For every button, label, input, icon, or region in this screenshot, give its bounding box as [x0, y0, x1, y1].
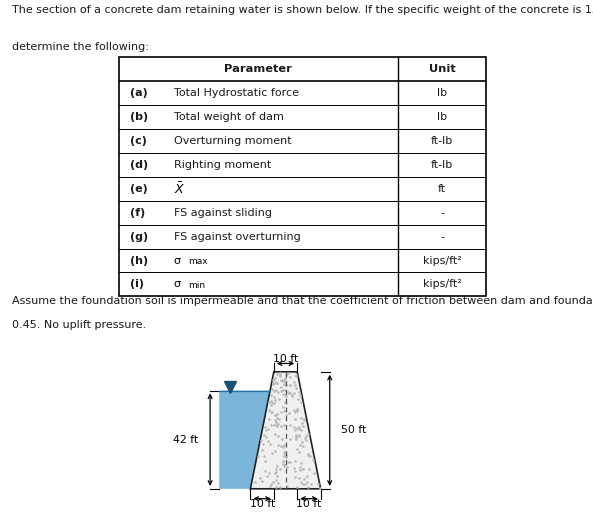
Text: (i): (i) — [130, 279, 144, 290]
Text: determine the following:: determine the following: — [12, 42, 149, 53]
Text: 50 ft: 50 ft — [342, 425, 366, 435]
Text: 10 ft: 10 ft — [273, 354, 298, 364]
Text: ft-lb: ft-lb — [431, 160, 453, 170]
Text: -: - — [440, 231, 444, 242]
Text: -: - — [440, 207, 444, 218]
Text: Unit: Unit — [429, 64, 455, 74]
Text: FS against overturning: FS against overturning — [174, 231, 301, 242]
Polygon shape — [219, 391, 270, 489]
Text: Total Hydrostatic force: Total Hydrostatic force — [174, 88, 299, 98]
Text: (b): (b) — [130, 112, 148, 122]
Text: ft: ft — [438, 184, 446, 194]
Text: kips/ft²: kips/ft² — [423, 279, 461, 290]
Text: kips/ft²: kips/ft² — [423, 255, 461, 266]
Text: min: min — [189, 281, 206, 290]
Text: Parameter: Parameter — [224, 64, 292, 74]
Text: Overturning moment: Overturning moment — [174, 136, 291, 146]
Text: (h): (h) — [130, 255, 148, 266]
Text: FS against sliding: FS against sliding — [174, 207, 272, 218]
Text: (d): (d) — [130, 160, 148, 170]
Text: 42 ft: 42 ft — [173, 435, 199, 445]
Text: lb: lb — [437, 88, 447, 98]
Text: Assume the foundation soil is impermeable and that the coefficient of friction b: Assume the foundation soil is impermeabl… — [12, 296, 593, 306]
Text: σ: σ — [174, 255, 181, 266]
Text: (e): (e) — [130, 184, 148, 194]
Text: $\bar{X}$: $\bar{X}$ — [174, 181, 185, 197]
Text: 10 ft: 10 ft — [296, 499, 321, 509]
Polygon shape — [250, 372, 321, 489]
Text: (c): (c) — [130, 136, 146, 146]
Text: (g): (g) — [130, 231, 148, 242]
Text: max: max — [189, 257, 208, 266]
Text: (f): (f) — [130, 207, 145, 218]
Text: (a): (a) — [130, 88, 148, 98]
Text: σ: σ — [174, 279, 181, 290]
Text: Righting moment: Righting moment — [174, 160, 271, 170]
Text: 0.45. No uplift pressure.: 0.45. No uplift pressure. — [12, 319, 146, 330]
Text: 10 ft: 10 ft — [250, 499, 275, 509]
Text: lb: lb — [437, 112, 447, 122]
Text: ft-lb: ft-lb — [431, 136, 453, 146]
Text: Total weight of dam: Total weight of dam — [174, 112, 283, 122]
Text: The section of a concrete dam retaining water is shown below. If the specific we: The section of a concrete dam retaining … — [12, 5, 593, 15]
